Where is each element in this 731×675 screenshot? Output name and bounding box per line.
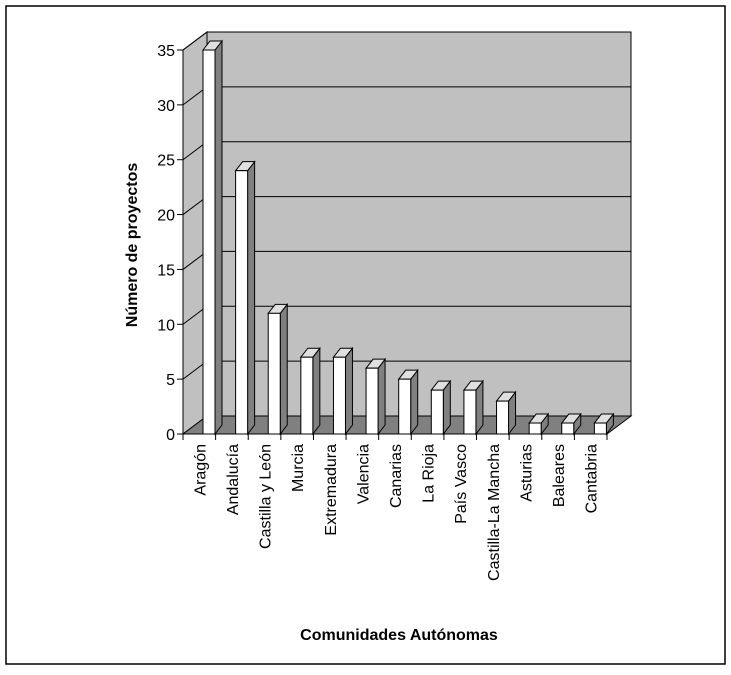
bar-front xyxy=(593,422,607,435)
y-tick-label: 25 xyxy=(157,153,175,170)
bar xyxy=(593,412,615,436)
bar-side xyxy=(312,346,321,436)
x-tick-label: Cantabria xyxy=(584,444,601,513)
x-tick-label: País Vasco xyxy=(453,444,470,524)
bar-side xyxy=(410,368,419,436)
bar xyxy=(462,379,484,436)
bar-front xyxy=(267,312,281,435)
x-tick-label: Baleares xyxy=(551,444,568,507)
bar xyxy=(201,39,224,436)
y-tick-label: 30 xyxy=(157,98,175,115)
x-tick-label: Castilla y León xyxy=(258,444,275,549)
bar-front xyxy=(496,400,510,435)
bar xyxy=(495,390,517,436)
bar xyxy=(234,160,256,436)
bar xyxy=(528,412,550,436)
bar-front xyxy=(300,356,314,435)
bar xyxy=(332,346,354,436)
bar xyxy=(299,346,321,436)
bar-front xyxy=(365,367,379,435)
bar-front xyxy=(235,170,249,435)
bar xyxy=(430,379,452,436)
bar-front xyxy=(528,422,542,435)
x-tick-label: Asturias xyxy=(518,444,535,502)
bar xyxy=(560,412,582,436)
x-tick-label: Extremadura xyxy=(323,444,340,536)
bar-front xyxy=(463,389,477,435)
bar-front xyxy=(561,422,575,435)
bar-front xyxy=(332,356,346,435)
x-tick-label: La Rioja xyxy=(421,444,438,503)
bar-side xyxy=(344,346,353,436)
x-tick-label: Valencia xyxy=(355,444,372,504)
x-axis-title: Comunidades Autónomas xyxy=(300,627,498,644)
gridline xyxy=(182,31,631,51)
y-tick-label: 35 xyxy=(157,43,175,60)
plot-area: 0 5 10 15 20 25 30 35 Aragón Andalucía Castilla y … xyxy=(157,31,633,581)
bar-side xyxy=(279,302,288,436)
bar-side xyxy=(214,39,223,436)
bar xyxy=(267,302,289,436)
bar-side xyxy=(377,357,386,436)
y-axis-title: Número de proyectos xyxy=(124,163,141,328)
y-tick-label: 0 xyxy=(166,427,175,444)
y-tick-label: 15 xyxy=(157,262,175,279)
bar-front xyxy=(398,378,412,435)
bar-front xyxy=(430,389,444,435)
x-tick-label: Andalucía xyxy=(225,444,242,515)
bar-side xyxy=(247,160,256,436)
y-tick-label: 5 xyxy=(166,372,175,389)
x-tick-label: Aragón xyxy=(192,444,209,496)
bar-front xyxy=(202,49,216,435)
y-tick-label: 20 xyxy=(157,208,175,225)
x-tick-label: Canarias xyxy=(388,444,405,508)
x-tick-label: Castilla-La Mancha xyxy=(486,444,503,581)
bar xyxy=(365,357,387,436)
y-tick-label: 10 xyxy=(157,317,175,334)
x-tick-label: Murcia xyxy=(290,444,307,492)
bar xyxy=(397,368,419,436)
